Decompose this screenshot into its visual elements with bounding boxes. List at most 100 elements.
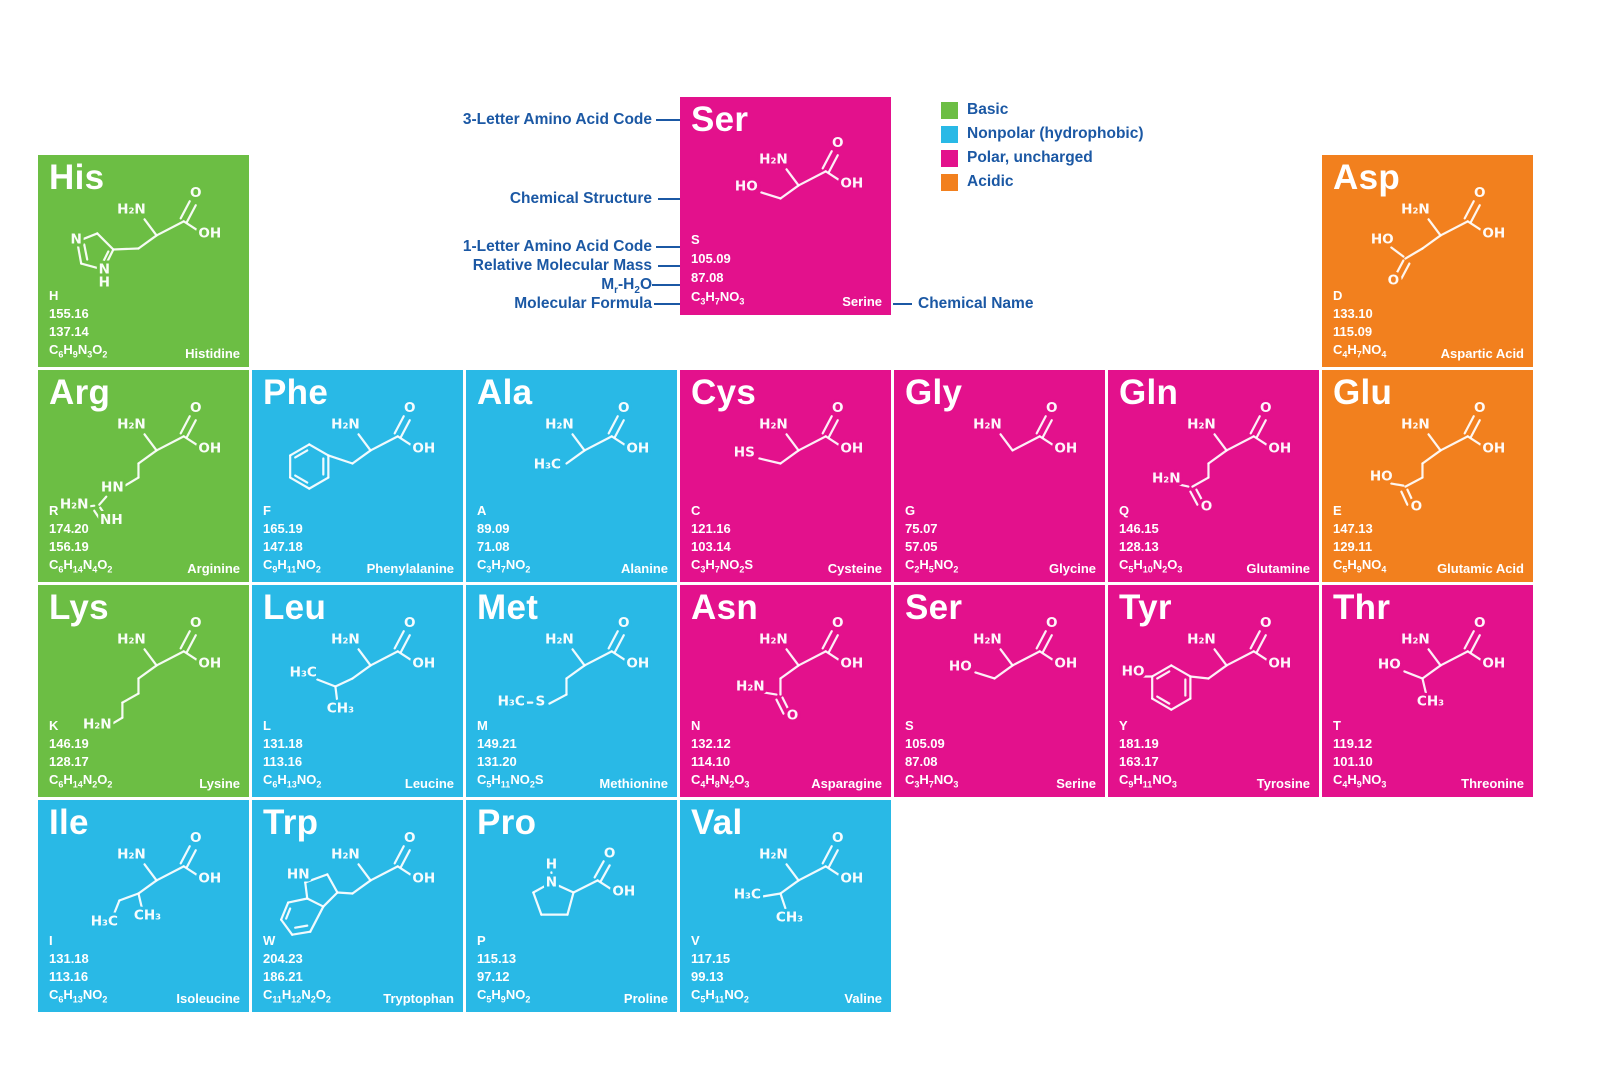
tile-info: A 89.09 71.08 C3H7NO2 <box>477 502 530 579</box>
tile-ile: Ile H₂N O OH H₃C CH₃ I 131.18 113.16 C6H13NO… <box>38 800 249 1012</box>
chemical-structure: H₂N O OH HO <box>1119 612 1294 711</box>
mr-minus-h2o-mass: 128.13 <box>1119 539 1159 555</box>
molecular-formula: C5H11NO2S <box>477 772 544 790</box>
svg-text:O: O <box>618 400 630 416</box>
svg-text:O: O <box>1260 615 1272 631</box>
one-letter-code: H <box>49 288 59 304</box>
tile-info: F 165.19 147.18 C9H11NO2 <box>263 502 321 579</box>
mr-minus-h2o-mass: 131.20 <box>477 754 517 770</box>
one-letter-code: L <box>263 718 271 734</box>
tile-glu: Glu H₂N O OH HO O E 147.13 129.11 C5H9NO4 Gl… <box>1322 370 1533 582</box>
svg-text:CH₃: CH₃ <box>327 701 354 717</box>
svg-text:OH: OH <box>1054 440 1077 456</box>
svg-text:HN: HN <box>287 866 310 882</box>
chemical-structure: H₂N O OH HN H₂N NH <box>57 397 224 531</box>
chemical-structure: H₂N O OH H₃C S <box>495 612 653 712</box>
chemical-name: Proline <box>623 991 668 1006</box>
svg-text:H₂N: H₂N <box>759 846 788 862</box>
relative-molecular-mass: 204.23 <box>263 951 303 967</box>
tile-met: Met H₂N O OH H₃C S M 149.21 131.20 C5H11NO2S… <box>466 585 677 797</box>
svg-text:OH: OH <box>412 440 435 456</box>
svg-text:N: N <box>70 231 81 247</box>
chemical-name: Phenylalanine <box>366 561 454 576</box>
molecular-formula: C5H11NO2 <box>691 987 749 1005</box>
svg-text:HN: HN <box>101 480 124 496</box>
tile-info: S 105.09 87.08 C3H7NO3 <box>691 230 744 312</box>
three-letter-code: Pro <box>477 803 537 842</box>
svg-text:H₂N: H₂N <box>117 631 146 647</box>
svg-text:OH: OH <box>1268 440 1291 456</box>
mr-minus-h2o-mass: 114.10 <box>691 754 731 770</box>
tile-lys: Lys H₂N O OH H₂N K 146.19 128.17 C6H14N2O2 … <box>38 585 249 797</box>
chemical-name: Asparagine <box>811 776 882 791</box>
legend-item-nonpolar: Nonpolar (hydrophobic) <box>941 123 1144 145</box>
molecular-formula: C9H11NO2 <box>263 557 321 575</box>
svg-text:H₂N: H₂N <box>973 631 1002 647</box>
tile-trp: Trp H₂N O OH HN W 204.23 186.21 C11H12N2O2 … <box>252 800 463 1012</box>
svg-text:O: O <box>404 400 416 416</box>
tile-pro: Pro H N O OH P 115.13 97.12 C5H9NO2 Proline <box>466 800 677 1012</box>
relative-molecular-mass: 146.19 <box>49 736 89 752</box>
tile-info: N 132.12 114.10 C4H8N2O3 <box>691 717 749 794</box>
annotation-three-letter-code: 3-Letter Amino Acid Code <box>462 111 652 128</box>
svg-text:NH: NH <box>100 512 123 528</box>
svg-text:O: O <box>618 615 630 631</box>
legend-swatch-acidic <box>941 173 958 191</box>
relative-molecular-mass: 105.09 <box>905 736 945 752</box>
chemical-structure: H₂N O OH CH₃ HO <box>1375 612 1508 712</box>
svg-text:CH₃: CH₃ <box>1417 694 1444 710</box>
three-letter-code: Ser <box>905 588 963 627</box>
svg-text:OH: OH <box>198 225 221 241</box>
molecular-formula: C3H7NO3 <box>691 289 745 307</box>
one-letter-code: S <box>691 232 700 248</box>
svg-text:H₂N: H₂N <box>1401 416 1430 432</box>
svg-text:O: O <box>1388 273 1400 289</box>
chemical-name: Tryptophan <box>383 991 454 1006</box>
legend-label: Nonpolar (hydrophobic) <box>967 125 1144 142</box>
molecular-formula: C5H10N2O3 <box>1119 557 1183 575</box>
one-letter-code: I <box>49 933 53 949</box>
svg-text:O: O <box>1474 185 1486 201</box>
molecular-formula: C4H8N2O3 <box>691 772 750 790</box>
legend-label: Polar, uncharged <box>967 149 1093 166</box>
three-letter-code: Trp <box>263 803 319 842</box>
svg-text:OH: OH <box>1268 655 1291 671</box>
tile-info: Q 146.15 128.13 C5H10N2O3 <box>1119 502 1182 579</box>
svg-text:H: H <box>546 856 557 872</box>
svg-text:OH: OH <box>198 440 221 456</box>
tile-info: H 155.16 137.14 C6H9N3O2 <box>49 287 107 364</box>
legend-swatch-polar <box>941 149 958 167</box>
relative-molecular-mass: 174.20 <box>49 521 89 537</box>
chemical-name: Arginine <box>187 561 240 576</box>
relative-molecular-mass: 89.09 <box>477 521 510 537</box>
svg-text:O: O <box>604 845 616 861</box>
svg-text:OH: OH <box>1482 440 1505 456</box>
chemical-structure: H₂N O OH H₂N <box>80 612 224 736</box>
chemical-name: Glutamic Acid <box>1437 561 1524 576</box>
mr-minus-h2o-mass: 128.17 <box>49 754 89 770</box>
chemical-name: Lysine <box>199 776 240 791</box>
svg-text:H₂N: H₂N <box>1401 631 1430 647</box>
tile-his: His H₂N O OH N N H H 155.16 137.14 C6H9N3O2 H… <box>38 155 249 367</box>
one-letter-code: Q <box>1119 503 1130 519</box>
tile-phe: Phe H₂N O OH F 165.19 147.18 C9H11NO2 Phen… <box>252 370 463 582</box>
svg-text:H₂N: H₂N <box>1401 201 1430 217</box>
svg-text:HO: HO <box>1371 231 1394 247</box>
tile-info: L 131.18 113.16 C6H13NO2 <box>263 717 321 794</box>
one-letter-code: M <box>477 718 488 734</box>
svg-text:OH: OH <box>412 870 435 886</box>
chemical-structure: H₂N O OH HO <box>732 132 866 200</box>
svg-text:H₂N: H₂N <box>331 846 360 862</box>
three-letter-code: Asp <box>1333 158 1401 197</box>
chemical-name: Tyrosine <box>1256 776 1310 791</box>
tile-gly: Gly H₂N O OH G 75.07 57.05 C2H5NO2 Glycine <box>894 370 1105 582</box>
svg-text:H₂N: H₂N <box>117 416 146 432</box>
relative-molecular-mass: 117.15 <box>691 951 731 967</box>
relative-molecular-mass: 131.18 <box>263 736 303 752</box>
svg-text:O: O <box>1474 400 1486 416</box>
three-letter-code: Glu <box>1333 373 1393 412</box>
molecular-formula: C6H13NO2 <box>263 772 322 790</box>
chemical-name: Serine <box>1056 776 1096 791</box>
annotation-chemical-name: Chemical Name <box>918 295 1034 312</box>
